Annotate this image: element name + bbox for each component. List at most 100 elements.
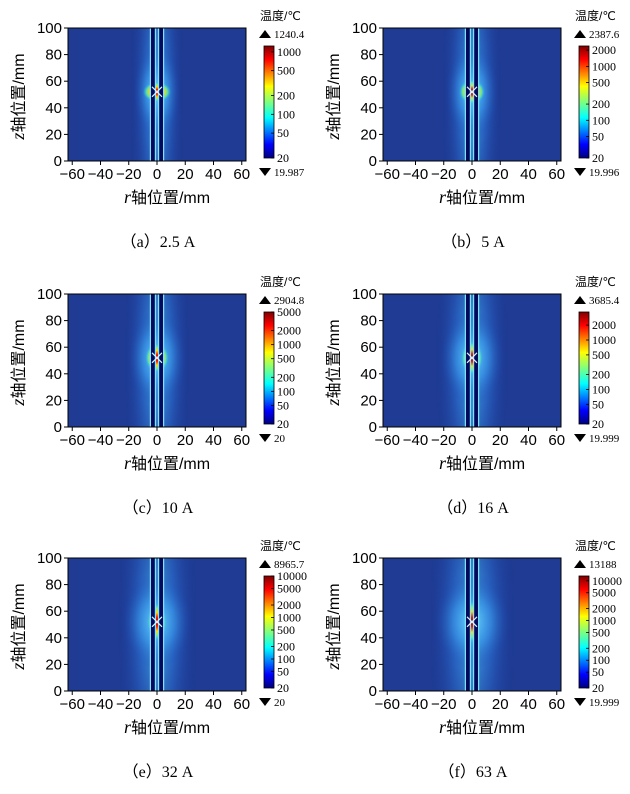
colorbar [578,45,590,159]
colorbar-tick-label: 500 [277,623,295,637]
y-axis-label: z轴位置/mm [8,53,28,140]
y-tick-label: 20 [45,656,62,673]
colorbar-max-marker [574,560,586,568]
arc-gap-mark [151,352,163,364]
colorbar-max-label: 1240.4 [274,29,305,41]
electrode [474,294,478,427]
y-tick-label: 40 [45,100,62,117]
x-tick-label: −40 [88,432,113,449]
y-tick-label: 100 [37,550,62,567]
colorbar-tick-label: 50 [277,398,289,412]
y-tick-label: 100 [37,286,62,303]
arc-gap-mark [151,616,163,628]
x-tick-label: −40 [88,166,113,183]
colorbar-tick-label: 1000 [592,59,616,73]
colorbar-tick-label: 5000 [277,581,301,595]
y-tick-label: 80 [45,313,62,330]
x-tick-label: −20 [431,166,456,183]
colorbar-min-label: 20 [274,433,286,445]
colorbar-min-label: 19.999 [589,697,620,709]
y-tick-label: 80 [360,313,377,330]
y-tick-label: 60 [45,603,62,620]
panel-caption: （d）16 A [437,499,509,517]
colorbar-min-marker [259,434,271,442]
y-axis-label: z轴位置/mm [323,53,343,140]
chart-panel-3: −60 −40 −20 0 20 40 60 0 20 40 60 80 100 r轴位置/mm z轴位置/… [8,274,305,517]
heatmap-field [383,28,561,161]
colorbar-tick-label: 200 [277,640,295,654]
colorbar-title: 温度/℃ [260,274,301,289]
colorbar-max-marker [574,30,586,38]
x-tick-label: −60 [375,696,400,713]
colorbar-tick-label: 5000 [277,305,301,319]
colorbar-min-marker [574,168,586,176]
x-tick-label: −20 [116,166,141,183]
x-tick-label: 20 [492,696,509,713]
y-tick-label: 0 [369,419,377,436]
colorbar-tick-label: 500 [592,76,610,90]
y-axis-label: z轴位置/mm [8,319,28,406]
x-tick-label: −60 [375,166,400,183]
colorbar-min-marker [574,698,586,706]
x-tick-label: 0 [153,166,161,183]
colorbar-title: 温度/℃ [575,274,616,289]
y-tick-label: 20 [360,392,377,409]
y-tick-label: 60 [360,603,377,620]
y-tick-label: 40 [360,100,377,117]
y-tick-label: 40 [360,630,377,647]
panel-caption: （f）63 A [439,763,508,781]
colorbar-max-label: 2387.6 [589,29,620,41]
colorbar-tick-label: 100 [592,113,610,127]
x-axis-label: r轴位置/mm [439,187,525,207]
x-tick-label: 20 [177,166,194,183]
colorbar-tick-label: 2000 [592,602,616,616]
panel-caption: （c）10 A [123,499,194,517]
x-tick-label: 0 [153,696,161,713]
colorbar-tick-label: 500 [592,625,610,639]
panel-caption: （a）2.5 A [121,233,196,251]
colorbar-tick-label: 20 [277,681,289,695]
colorbar-title: 温度/℃ [575,538,616,553]
colorbar-tick-label: 200 [592,641,610,655]
heatmap-field [383,294,561,427]
x-tick-label: 60 [548,166,565,183]
y-tick-label: 20 [45,126,62,143]
colorbar-tick-label: 20 [592,417,604,431]
y-tick-label: 60 [360,339,377,356]
colorbar-max-marker [259,560,271,568]
electrode [466,28,470,161]
colorbar-tick-label: 20 [592,151,604,165]
colorbar-tick-label: 500 [277,64,295,78]
x-tick-label: −20 [431,696,456,713]
colorbar-tick-label: 10000 [277,569,307,583]
y-tick-label: 100 [352,286,377,303]
y-tick-label: 60 [360,73,377,90]
colorbar-tick-label: 500 [277,352,295,366]
colorbar-tick-label: 50 [592,665,604,679]
y-tick-label: 0 [54,153,62,170]
colorbar-tick-label: 2000 [592,43,616,57]
arc-gap-mark [466,616,478,628]
colorbar-tick-label: 1000 [277,338,301,352]
y-tick-label: 20 [360,126,377,143]
x-tick-label: −20 [431,432,456,449]
electrode [466,294,470,427]
colorbar-min-marker [574,434,586,442]
x-axis-label: r轴位置/mm [124,187,210,207]
electrode [159,28,163,161]
colorbar [263,575,275,689]
x-tick-label: 40 [205,696,222,713]
colorbar-title: 温度/℃ [260,8,301,23]
x-tick-label: 0 [468,166,476,183]
x-tick-label: 60 [233,432,250,449]
arc-gap-mark [466,86,478,98]
electrode [159,294,163,427]
colorbar-tick-label: 100 [277,652,295,666]
y-tick-label: 0 [54,683,62,700]
y-tick-label: 20 [45,392,62,409]
colorbar-tick-label: 200 [277,89,295,103]
colorbar-tick-label: 100 [592,653,610,667]
x-tick-label: 20 [177,696,194,713]
colorbar-tick-label: 10000 [592,574,622,588]
